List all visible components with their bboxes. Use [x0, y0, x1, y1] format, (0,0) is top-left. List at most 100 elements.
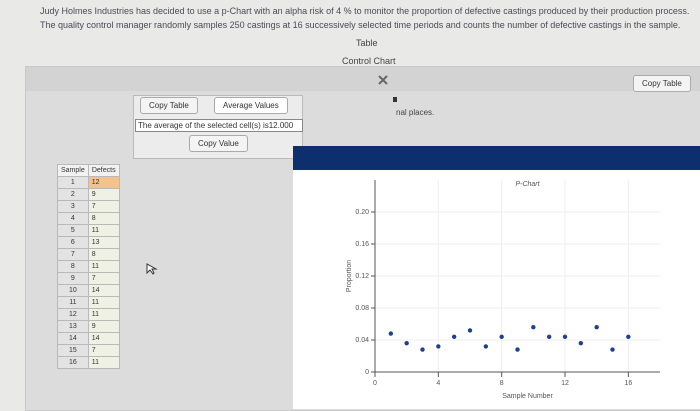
chart: P-Chart 0 0.04 0.08 0.12 0.16 0.20 0 4 8 12 16 Propo… — [346, 180, 660, 400]
y-tick-label: 0.16 — [355, 241, 369, 248]
sample-cell[interactable]: 13 — [57, 320, 89, 333]
x-tick-label: 0 — [373, 380, 377, 387]
point — [451, 334, 457, 339]
y-tick-label: 0 — [365, 369, 369, 376]
table-row: 11 11 — [57, 296, 120, 309]
point — [388, 331, 394, 336]
sample-cell[interactable]: 9 — [57, 272, 89, 285]
sample-cell[interactable]: 7 — [57, 248, 89, 261]
table-row: 6 13 — [57, 236, 120, 249]
scroll-arrow — [393, 97, 397, 102]
table-row: 5 11 — [57, 224, 120, 237]
sample-cell[interactable]: 10 — [57, 284, 89, 297]
problem-line: Judy Holmes Industries has decided to us… — [40, 6, 690, 16]
defects-cell[interactable]: 11 — [87, 224, 120, 237]
y-tick-label: 0.04 — [355, 337, 369, 344]
defects-cell[interactable]: 14 — [87, 332, 120, 345]
average-result: The average of the selected cell(s) is12… — [135, 119, 303, 132]
defects-cell[interactable]: 9 — [87, 320, 120, 333]
table-link[interactable]: Table — [356, 38, 378, 48]
x-tick-label: 8 — [500, 380, 504, 387]
sample-cell[interactable]: 3 — [57, 200, 89, 213]
problem-line: The quality control manager randomly sam… — [40, 20, 681, 30]
defects-cell[interactable]: 14 — [87, 284, 120, 297]
chart-link[interactable]: Control Chart — [342, 56, 396, 66]
defects-cell[interactable]: 11 — [87, 308, 120, 321]
table-row: 10 14 — [57, 284, 120, 297]
sample-cell[interactable]: 14 — [57, 332, 89, 345]
chart-title-bar — [293, 146, 700, 170]
partial-text: nal places. — [396, 108, 435, 117]
point — [483, 344, 489, 349]
dialog-bar — [26, 67, 700, 91]
point — [531, 325, 536, 330]
defects-cell[interactable]: 9 — [87, 188, 120, 201]
point — [467, 328, 473, 333]
point — [578, 341, 584, 346]
sample-cell[interactable]: 8 — [57, 260, 89, 273]
data-table: Sample Defects 1 12 2 9 3 7 4 8 5 11 6 13 7 8 8 11 9 7 10 1… — [57, 164, 120, 369]
table-row: 1 12 — [57, 176, 120, 189]
point — [436, 344, 441, 349]
copy-table-button[interactable]: Copy Table — [633, 75, 691, 92]
close-icon[interactable] — [378, 75, 388, 85]
table-row: 16 11 — [57, 356, 120, 369]
problem-text: Judy Holmes Industries has decided to us… — [40, 4, 689, 32]
y-axis-label: Proportion — [346, 260, 353, 292]
x-tick-label: 12 — [561, 380, 569, 387]
point — [610, 347, 615, 352]
defects-cell[interactable]: 13 — [87, 236, 120, 249]
y-tick-label: 0.08 — [355, 305, 369, 312]
point — [499, 334, 504, 339]
point — [594, 325, 599, 330]
table-row: 12 11 — [57, 308, 120, 321]
defects-cell[interactable]: 11 — [87, 296, 120, 309]
defects-cell[interactable]: 12 — [87, 176, 120, 189]
table-row: 13 9 — [57, 320, 120, 333]
cursor — [146, 263, 158, 275]
sample-cell[interactable]: 1 — [57, 176, 89, 189]
table-row: 14 14 — [57, 332, 120, 345]
x-tick-label: 4 — [436, 380, 440, 387]
x-axis-label: Sample Number — [502, 393, 553, 400]
copy-table-button[interactable]: Copy Table — [140, 97, 198, 114]
sample-cell[interactable]: 5 — [57, 224, 89, 237]
sample-cell[interactable]: 15 — [57, 344, 89, 357]
point — [562, 334, 568, 339]
sample-cell[interactable]: 16 — [57, 356, 89, 369]
defects-cell[interactable]: 11 — [87, 356, 120, 369]
chart-window: P-Chart 0 0.04 0.08 0.12 0.16 0.20 0 4 8 12 16 Propo… — [293, 146, 700, 409]
point — [546, 334, 552, 339]
y-tick-label: 0.20 — [355, 209, 369, 216]
sample-cell[interactable]: 12 — [57, 308, 89, 321]
column-header: Defects — [87, 164, 120, 177]
copy-value-button[interactable]: Copy Value — [189, 135, 248, 152]
table-row: 15 7 — [57, 344, 120, 357]
defects-cell[interactable]: 7 — [87, 200, 120, 213]
column-header: Sample — [57, 164, 89, 177]
defects-cell[interactable]: 11 — [87, 260, 120, 273]
point — [420, 347, 425, 352]
defects-cell[interactable]: 8 — [87, 248, 120, 261]
sample-cell[interactable]: 11 — [57, 296, 89, 309]
sample-cell[interactable]: 6 — [57, 236, 89, 249]
x-tick-label: 16 — [624, 380, 632, 387]
sample-cell[interactable]: 2 — [57, 188, 89, 201]
average-values-button[interactable]: Average Values — [214, 97, 288, 114]
defects-cell[interactable]: 7 — [87, 272, 120, 285]
defects-cell[interactable]: 7 — [87, 344, 120, 357]
chart-title: P-Chart — [515, 181, 540, 188]
point — [626, 334, 631, 339]
table-row: 8 11 — [57, 260, 120, 273]
sample-cell[interactable]: 4 — [57, 212, 89, 225]
y-tick-label: 0.12 — [355, 273, 369, 280]
point — [404, 341, 409, 346]
point — [515, 347, 520, 352]
defects-cell[interactable]: 8 — [87, 212, 120, 225]
